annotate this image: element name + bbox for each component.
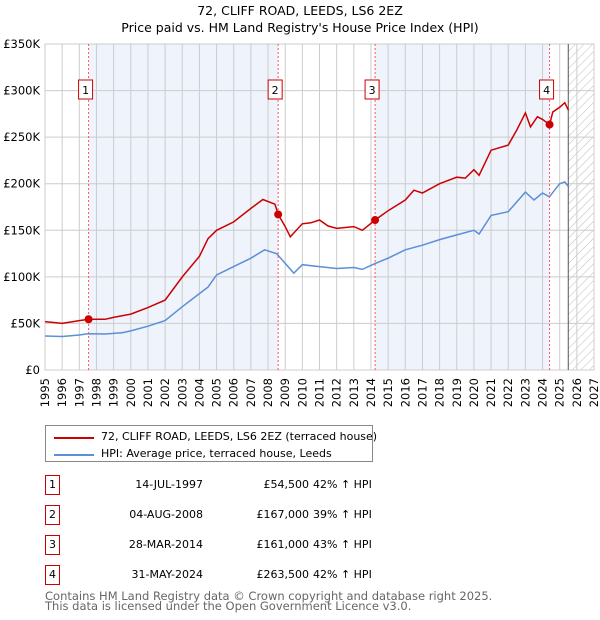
- x-tick-label: 2015: [381, 378, 395, 407]
- property-price-line: [45, 101, 569, 325]
- x-tick-label: 2000: [124, 378, 138, 407]
- x-tick-label: 2024: [536, 378, 550, 407]
- x-tick-label: 2013: [347, 378, 361, 407]
- x-tick-label: 2001: [141, 378, 155, 407]
- x-tick-label: 2007: [244, 378, 258, 407]
- chart-subtitle: Price paid vs. HM Land Registry's House …: [121, 20, 478, 35]
- y-tick-label: £0: [25, 363, 40, 377]
- x-tick-label: 2010: [295, 378, 309, 407]
- x-tick-label: 2002: [158, 378, 172, 407]
- x-tick-label: 2012: [330, 378, 344, 407]
- y-tick-label: £300K: [3, 84, 40, 98]
- sale-hpi-change: 42% ↑ HPI: [313, 478, 372, 491]
- x-tick-label: 2004: [192, 378, 206, 407]
- x-tick-label: 2016: [398, 378, 412, 407]
- plot-frame: [44, 43, 595, 371]
- y-tick-label: £350K: [3, 37, 40, 51]
- x-tick-label: 2023: [518, 378, 532, 407]
- footer-copyright: Contains HM Land Registry data © Crown c…: [45, 589, 493, 603]
- chart-title: 72, CLIFF ROAD, LEEDS, LS6 2EZ: [197, 3, 403, 18]
- x-tick-label: 2027: [587, 378, 600, 407]
- sale-date: 31-MAY-2024: [131, 568, 203, 581]
- x-tick-label: 1995: [38, 378, 52, 407]
- x-tick-label: 1999: [107, 378, 121, 407]
- x-tick-label: 1997: [72, 378, 86, 407]
- x-tick-label: 1996: [55, 378, 69, 407]
- sale-number-badge: 3: [45, 535, 60, 555]
- x-tick-label: 2006: [227, 378, 241, 407]
- x-tick-label: 2022: [501, 378, 515, 407]
- footer-licence: This data is licensed under the Open Gov…: [45, 599, 412, 613]
- x-tick-label: 2003: [175, 378, 189, 407]
- legend-swatch-property: [54, 437, 94, 439]
- sale-number-badge: 4: [45, 565, 60, 585]
- price-chart: 72, CLIFF ROAD, LEEDS, LS6 2EZ Price pai…: [3, 3, 600, 407]
- forecast-hatch: [568, 44, 594, 370]
- legend-label-property: 72, CLIFF ROAD, LEEDS, LS6 2EZ (terraced…: [101, 430, 378, 443]
- sale-label-box: [364, 79, 380, 100]
- x-tick-label: 2017: [415, 378, 429, 407]
- sale-price: £167,000: [256, 508, 310, 521]
- sale-label-box: [78, 79, 94, 100]
- x-tick-label: 2011: [313, 378, 327, 407]
- y-tick-label: £100K: [3, 270, 40, 284]
- sale-point: [84, 315, 93, 324]
- legend-swatch-hpi: [54, 454, 94, 456]
- sale-price: £263,500: [256, 568, 310, 581]
- sale-label: 1: [82, 84, 89, 97]
- sale-number-badge: 2: [45, 505, 60, 525]
- sale-label: 3: [369, 84, 376, 97]
- y-tick-label: £150K: [3, 223, 40, 237]
- x-tick-label: 2021: [484, 378, 498, 407]
- chart-legend: 72, CLIFF ROAD, LEEDS, LS6 2EZ (terraced…: [45, 425, 377, 462]
- table-row: 3 28-MAR-2014 £161,000 43% ↑ HPI: [45, 535, 445, 555]
- sale-point: [371, 216, 380, 225]
- x-tick-label: 2025: [553, 378, 567, 407]
- sale-hpi-change: 43% ↑ HPI: [313, 538, 372, 551]
- hpi-line: [45, 181, 569, 338]
- table-row: 4 31-MAY-2024 £263,500 42% ↑ HPI: [45, 565, 445, 585]
- sale-label: 2: [272, 84, 279, 97]
- sale-date: 28-MAR-2014: [128, 538, 203, 551]
- sale-label-box: [539, 79, 555, 100]
- x-tick-label: 2019: [450, 378, 464, 407]
- sale-label: 4: [543, 84, 550, 97]
- x-tick-label: 2005: [210, 378, 224, 407]
- x-tick-label: 2020: [467, 378, 481, 407]
- y-tick-label: £50K: [11, 316, 41, 330]
- x-tick-label: 2026: [570, 378, 584, 407]
- x-tick-label: 2008: [261, 378, 275, 407]
- table-row: 1 14-JUL-1997 £54,500 42% ↑ HPI: [45, 475, 445, 495]
- x-tick-label: 2018: [433, 378, 447, 407]
- y-tick-label: £250K: [3, 130, 40, 144]
- x-tick-label: 1998: [89, 378, 103, 407]
- sale-hpi-change: 42% ↑ HPI: [313, 568, 372, 581]
- legend-label-hpi: HPI: Average price, terraced house, Leed…: [101, 447, 332, 460]
- sale-number-badge: 1: [45, 475, 60, 495]
- highlight-band: [375, 44, 550, 370]
- sale-price: £54,500: [263, 478, 310, 491]
- sale-date: 14-JUL-1997: [135, 478, 203, 491]
- sale-hpi-change: 39% ↑ HPI: [313, 508, 372, 521]
- x-tick-label: 2014: [364, 378, 378, 407]
- y-tick-label: £200K: [3, 177, 40, 191]
- sale-point: [274, 210, 283, 219]
- x-tick-label: 2009: [278, 378, 292, 407]
- highlight-band: [88, 44, 279, 370]
- sale-label-box: [267, 79, 283, 100]
- sale-price: £161,000: [256, 538, 310, 551]
- sale-date: 04-AUG-2008: [129, 508, 203, 521]
- sale-point: [545, 120, 554, 129]
- table-row: 2 04-AUG-2008 £167,000 39% ↑ HPI: [45, 505, 445, 525]
